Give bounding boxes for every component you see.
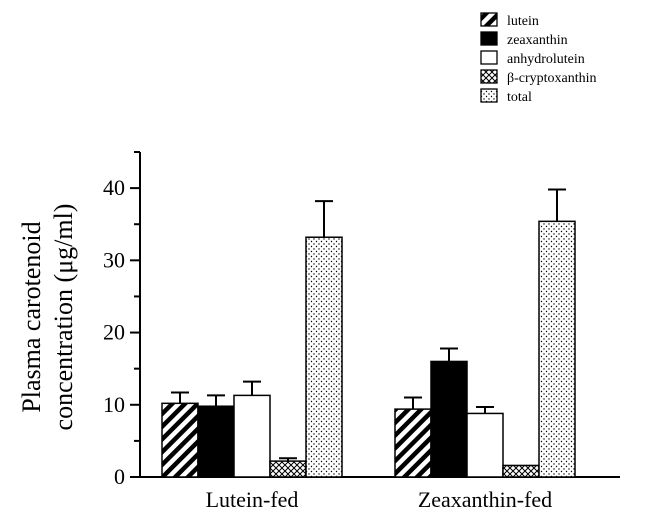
- legend-swatch: [480, 50, 498, 65]
- bar: [161, 402, 199, 478]
- x-category-label: Lutein-fed: [206, 487, 299, 512]
- bar: [305, 236, 343, 478]
- y-tick-label: 10: [103, 392, 125, 417]
- bar-group: [394, 188, 576, 478]
- y-tick-label: 40: [103, 175, 125, 200]
- bar: [502, 464, 540, 478]
- legend-item: lutein: [480, 12, 539, 29]
- bar: [394, 408, 432, 478]
- legend-label: β-cryptoxanthin: [507, 71, 597, 86]
- legend-label: total: [507, 90, 532, 105]
- y-axis-ticks: 0 10 20 30 40: [103, 151, 140, 489]
- bar-group: [161, 200, 343, 478]
- legend-swatch: [480, 31, 498, 46]
- legend-swatch: [480, 69, 498, 84]
- legend-item: zeaxanthin: [480, 31, 568, 48]
- legend-swatch: [480, 12, 498, 27]
- bars: [161, 188, 576, 478]
- bar: [233, 394, 271, 478]
- legend-item: β-cryptoxanthin: [480, 69, 597, 86]
- legend-label: zeaxanthin: [507, 33, 568, 48]
- category-labels: Lutein-fed Zeaxanthin-fed: [206, 487, 553, 512]
- legend-label: anhydrolutein: [507, 52, 585, 67]
- bar: [269, 460, 307, 478]
- legend-item: anhydrolutein: [480, 50, 585, 67]
- y-tick-label: 0: [114, 464, 125, 489]
- legend-label: lutein: [507, 14, 539, 29]
- bar: [197, 405, 235, 478]
- legend-item: total: [480, 88, 532, 105]
- bar: [430, 360, 468, 478]
- y-tick-label: 20: [103, 320, 125, 345]
- legend: lutein zeaxanthin anhydrolutein β-cryptoxan…: [480, 12, 597, 105]
- legend-swatch: [480, 88, 498, 103]
- y-tick-label: 30: [103, 247, 125, 272]
- x-category-label: Zeaxanthin-fed: [418, 487, 552, 512]
- y-axis-title-line1: Plasma carotenoid: [17, 221, 46, 412]
- y-axis-title-line2: concentration (μg/ml): [49, 204, 78, 431]
- bar: [466, 412, 504, 478]
- bar: [538, 220, 576, 478]
- y-axis-title: Plasma carotenoid concentration (μg/ml): [17, 204, 78, 431]
